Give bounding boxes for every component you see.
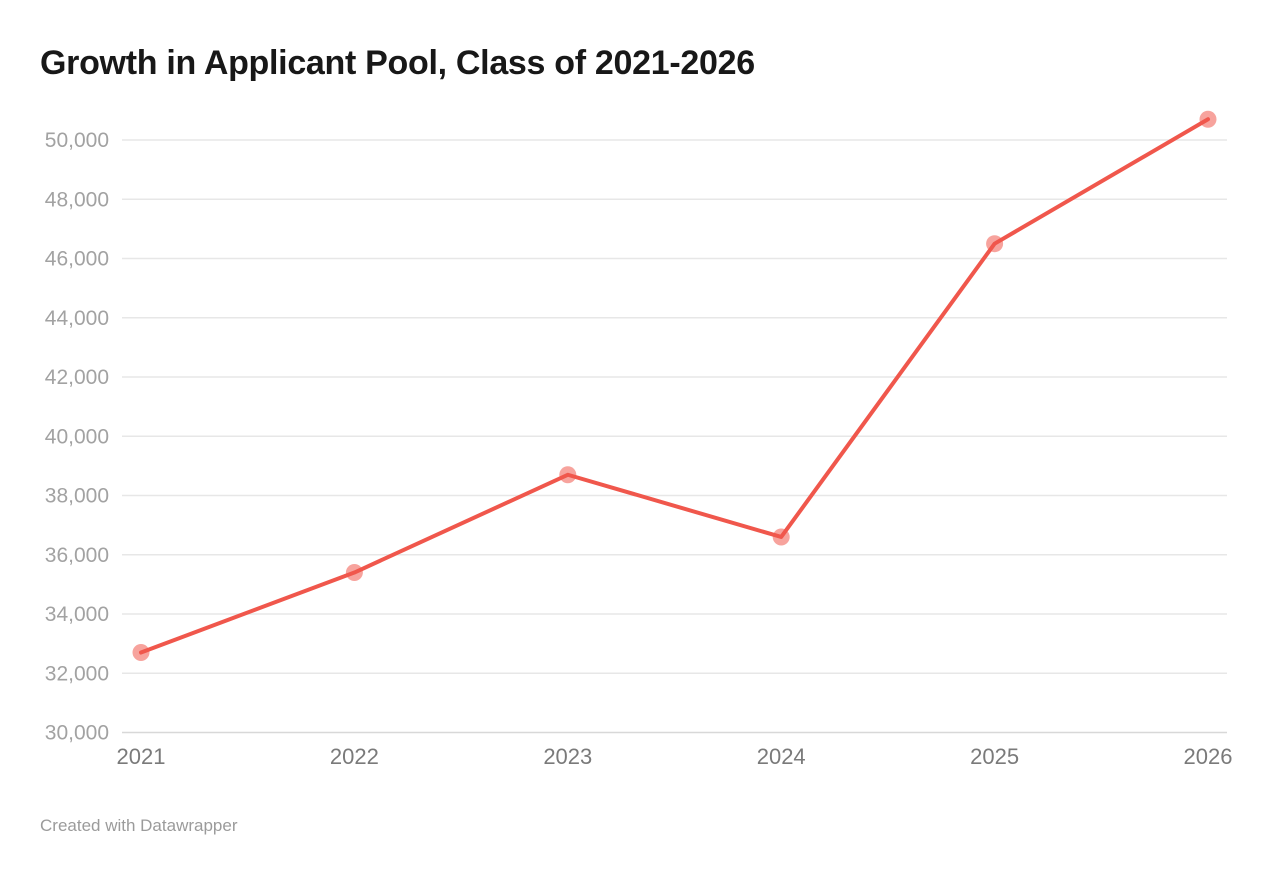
x-axis-tick-label: 2021 bbox=[117, 744, 166, 769]
y-axis-tick-label: 48,000 bbox=[45, 188, 109, 211]
x-axis-tick-label: 2026 bbox=[1184, 744, 1233, 769]
y-axis-tick-label: 40,000 bbox=[45, 425, 109, 448]
y-axis-tick-label: 32,000 bbox=[45, 662, 109, 685]
data-point-2024 bbox=[772, 528, 790, 546]
y-axis-tick-label: 50,000 bbox=[45, 129, 109, 152]
x-axis-tick-label: 2022 bbox=[330, 744, 379, 769]
y-axis-tick-label: 44,000 bbox=[45, 307, 109, 330]
data-point-2021 bbox=[132, 644, 150, 662]
chart-title: Growth in Applicant Pool, Class of 2021-… bbox=[40, 44, 755, 82]
y-axis-tick-label: 30,000 bbox=[45, 722, 109, 745]
data-point-2025 bbox=[986, 235, 1004, 253]
y-axis-tick-label: 42,000 bbox=[45, 366, 109, 389]
y-axis-tick-label: 34,000 bbox=[45, 603, 109, 626]
y-axis-tick-label: 46,000 bbox=[45, 248, 109, 271]
datawrapper-attribution: Created with Datawrapper bbox=[40, 816, 238, 835]
series-line bbox=[139, 117, 1210, 655]
data-point-2022 bbox=[345, 564, 363, 582]
x-axis-tick-label: 2024 bbox=[757, 744, 806, 769]
data-point-2023 bbox=[559, 466, 577, 484]
y-axis-tick-label: 36,000 bbox=[45, 544, 109, 567]
y-axis-tick-label: 38,000 bbox=[45, 485, 109, 508]
x-axis-tick-label: 2023 bbox=[543, 744, 592, 769]
x-axis-tick-label: 2025 bbox=[970, 744, 1019, 769]
data-point-2026 bbox=[1199, 110, 1217, 128]
